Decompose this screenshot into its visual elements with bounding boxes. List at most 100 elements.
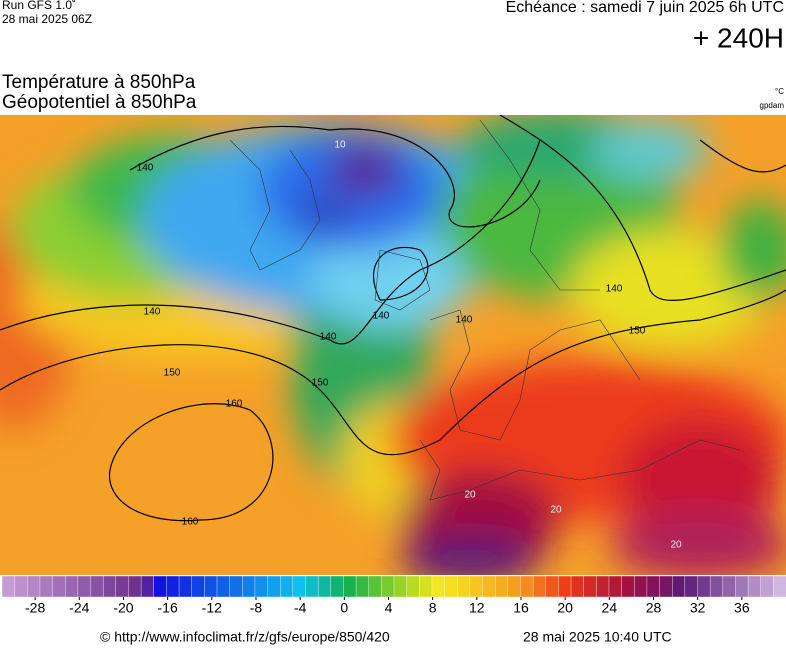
unit: °C (775, 87, 784, 96)
colorbar-cell (646, 575, 661, 598)
colorbar-cell (77, 575, 92, 598)
contour-label: 140 (456, 315, 473, 326)
colorbar-tick-label: 20 (557, 600, 573, 616)
colorbar-cell (305, 575, 319, 598)
generated-time: 28 mai 2025 10:40 UTC (523, 629, 672, 645)
contour-label: 140 (144, 307, 161, 318)
colorbar-tick-label: -20 (113, 600, 133, 616)
colorbar-cell (229, 575, 243, 598)
contour-label: 150 (629, 326, 646, 337)
contour-label: 20 (464, 490, 476, 501)
colorbar-tick-label: 36 (734, 600, 750, 616)
colorbar-cell (65, 575, 79, 598)
colorbar-cell (735, 575, 749, 598)
title: Température à 850hPa (2, 72, 196, 93)
colorbar: -28 -24 -20 -16 -12 -8 -4 0 4 8 12 16 20 24 28 32 36 (1, 575, 786, 616)
colorbar-tick-label: 32 (690, 600, 706, 616)
colorbar-cell (317, 575, 332, 598)
colorbar-cell (583, 575, 597, 598)
contour-label: 140 (320, 332, 337, 343)
colorbar-cell (153, 575, 167, 598)
colorbar-cell (178, 575, 193, 598)
geopotential-contours (0, 115, 786, 522)
colorbar-cell (697, 575, 711, 598)
colorbar-cell (684, 575, 698, 598)
colorbar-cell (482, 575, 496, 598)
colorbar-tick-label: -28 (25, 600, 45, 616)
contour-labels: 140 140 140 140 140 140 150 150 150 160 160 10 20 20 2… (137, 140, 682, 551)
colorbar-cell (216, 575, 231, 598)
colorbar-cell (39, 575, 54, 598)
colorbar-cell (444, 575, 458, 598)
colorbar-cell (204, 575, 218, 598)
colorbar-cell (102, 575, 117, 598)
colorbar-cell (494, 575, 509, 598)
run-date: 28 mai 2025 06Z (2, 12, 92, 26)
colorbar-cell (1, 575, 16, 598)
colorbar-cell (254, 575, 269, 598)
colorbar-cell (532, 575, 547, 598)
contour-label: 160 (182, 517, 199, 528)
colorbar-cell (166, 575, 180, 598)
colorbar-cell (343, 575, 357, 598)
valid-time: Echéance : samedi 7 juin 2025 6h UTC (506, 0, 784, 16)
colorbar-cell (90, 575, 104, 598)
colorbar-cell (52, 575, 66, 598)
contour-label: 140 (137, 163, 154, 174)
contour-label: 140 (606, 284, 623, 295)
colorbar-tick-label: 28 (646, 600, 662, 616)
lead-time: + 240H (693, 22, 784, 53)
colorbar-cell (558, 575, 572, 598)
colorbar-tick-label: -16 (158, 600, 178, 616)
colorbar-cell (545, 575, 559, 598)
colorbar-cell (393, 575, 408, 598)
colorbar-cell (634, 575, 648, 598)
colorbar-cell (381, 575, 395, 598)
colorbar-cell (267, 575, 281, 598)
colorbar-tick-label: -4 (294, 600, 307, 616)
contour-label: 160 (226, 399, 243, 410)
colorbar-cell (760, 575, 774, 598)
colorbar-cell (14, 575, 28, 598)
colorbar-cell (115, 575, 129, 598)
colorbar-cell (406, 575, 420, 598)
colorbar-cell (596, 575, 610, 598)
source-url: © http://www.infoclimat.fr/z/gfs/europe/… (100, 629, 390, 645)
colorbar-tick-label: -12 (202, 600, 222, 616)
colorbar-cell (520, 575, 534, 598)
title: Géopotentiel à 850hPa (2, 92, 197, 113)
temperature-field: 140 140 140 140 140 140 150 150 150 160 160 10 20 20 2… (0, 115, 786, 575)
colorbar-cell (507, 575, 521, 598)
contour-label: 10 (334, 140, 346, 151)
contour-label: 20 (670, 540, 682, 551)
colorbar-cell (27, 575, 41, 598)
colorbar-cell (140, 575, 155, 598)
colorbar-cell (355, 575, 370, 598)
colorbar-cell (279, 575, 294, 598)
colorbar-cell (419, 575, 433, 598)
contour-label: 150 (312, 378, 329, 389)
colorbar-cell (747, 575, 762, 598)
colorbar-tick-label: 24 (602, 600, 618, 616)
colorbar-cell (659, 575, 673, 598)
colorbar-tick-label: -8 (250, 600, 263, 616)
colorbar-cell (570, 575, 585, 598)
contour-label: 140 (373, 311, 390, 322)
colorbar-cell (469, 575, 484, 598)
colorbar-tick-label: 8 (429, 600, 437, 616)
colorbar-cell (368, 575, 382, 598)
coastlines (229, 119, 741, 501)
colorbar-cell (128, 575, 142, 598)
colorbar-tick-label: 4 (385, 600, 393, 616)
colorbar-tick-label: 0 (340, 600, 348, 616)
colorbar-cell (457, 575, 471, 598)
colorbar-cell (292, 575, 306, 598)
run-label: Run GFS 1.0˚ (2, 0, 76, 12)
colorbar-cell (709, 575, 724, 598)
colorbar-cell (671, 575, 686, 598)
colorbar-cell (608, 575, 623, 598)
contour-label: 20 (550, 505, 562, 516)
colorbar-cell (431, 575, 446, 598)
